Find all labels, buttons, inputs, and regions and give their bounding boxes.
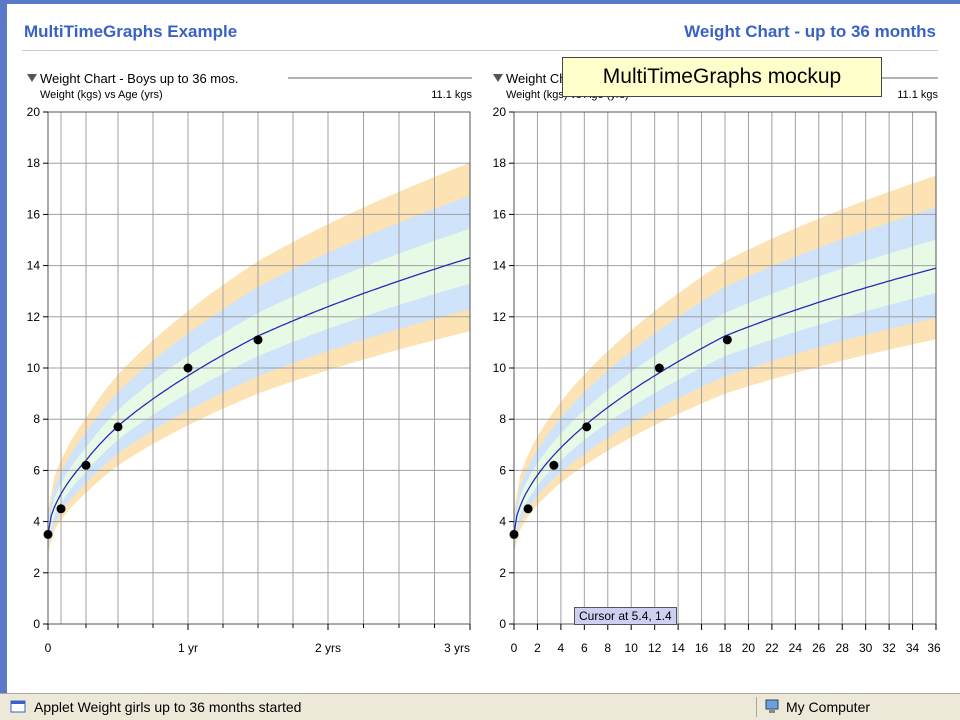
y-tick-label: 20: [493, 105, 507, 119]
x-tick-label: 4: [558, 641, 565, 655]
app-title: MultiTimeGraphs Example: [24, 22, 238, 41]
weight-data-point: [523, 504, 533, 514]
chart-subtitle: Weight (kgs) vs Age (yrs): [40, 89, 163, 101]
x-tick-label: 3 yrs: [444, 641, 470, 655]
window-top-border: [0, 0, 960, 4]
x-tick-label: 6: [581, 641, 588, 655]
y-tick-label: 8: [33, 412, 40, 426]
x-tick-label: 2: [534, 641, 541, 655]
computer-icon: [765, 699, 779, 713]
y-tick-label: 0: [499, 617, 506, 631]
y-tick-label: 6: [499, 463, 506, 477]
y-tick-label: 12: [27, 310, 41, 324]
x-tick-label: 22: [765, 641, 779, 655]
applet-icon: [10, 700, 26, 713]
x-tick-label: 12: [648, 641, 662, 655]
weight-data-point: [113, 422, 123, 432]
status-message: Applet Weight girls up to 36 months star…: [34, 699, 302, 715]
y-tick-label: 8: [499, 412, 506, 426]
page-title: Weight Chart - up to 36 months: [684, 22, 936, 41]
weight-data-point: [43, 529, 53, 539]
percentile-band-inner: [514, 239, 936, 541]
x-tick-label: 0: [511, 641, 518, 655]
weight-data-point: [722, 335, 732, 345]
panel-title: Weight Chart - Boys up to 36 mos.: [40, 71, 238, 86]
status-bar: Applet Weight girls up to 36 months star…: [0, 693, 960, 720]
y-tick-label: 2: [33, 566, 40, 580]
weight-data-point: [509, 529, 519, 539]
x-tick-label: 28: [836, 641, 850, 655]
y-tick-label: 10: [493, 361, 507, 375]
x-tick-label: 2 yrs: [315, 641, 341, 655]
weight-data-point: [56, 504, 66, 514]
weight-data-point: [549, 460, 559, 470]
y-tick-label: 2: [499, 566, 506, 580]
x-tick-label: 8: [604, 641, 611, 655]
mockup-callout: MultiTimeGraphs mockup: [562, 57, 882, 97]
weight-data-point: [183, 363, 193, 373]
x-tick-label: 18: [718, 641, 732, 655]
x-tick-label: 24: [789, 641, 803, 655]
collapse-triangle-icon: [27, 74, 37, 82]
y-tick-label: 4: [499, 515, 506, 529]
x-tick-label: 20: [742, 641, 756, 655]
x-tick-label: 14: [671, 641, 685, 655]
weight-data-point: [81, 460, 91, 470]
y-tick-label: 18: [27, 156, 41, 170]
weight-data-point: [582, 422, 592, 432]
status-zone: My Computer: [786, 699, 871, 715]
x-tick-label: 30: [859, 641, 873, 655]
y-tick-label: 10: [27, 361, 41, 375]
collapse-triangle-icon: [493, 74, 503, 82]
y-tick-label: 6: [33, 463, 40, 477]
x-tick-label: 32: [882, 641, 896, 655]
weight-readout: 11.1 kgs: [431, 89, 472, 101]
cursor-tooltip: Cursor at 5.4, 1.4: [574, 607, 677, 625]
y-tick-label: 16: [493, 207, 507, 221]
weight-readout: 11.1 kgs: [897, 89, 938, 101]
y-tick-label: 4: [33, 515, 40, 529]
x-tick-label: 36: [927, 641, 941, 655]
x-tick-label: 26: [812, 641, 826, 655]
percentile-band-inner: [48, 228, 470, 541]
header-divider: [22, 50, 938, 51]
y-tick-label: 18: [493, 156, 507, 170]
x-tick-label: 10: [625, 641, 639, 655]
x-tick-label: 0: [45, 641, 52, 655]
y-tick-label: 20: [27, 105, 41, 119]
y-tick-label: 14: [493, 259, 507, 273]
y-tick-label: 0: [33, 617, 40, 631]
weight-data-point: [253, 335, 263, 345]
y-tick-label: 12: [493, 310, 507, 324]
x-tick-label: 1 yr: [178, 641, 198, 655]
weight-data-point: [654, 363, 664, 373]
y-tick-label: 16: [27, 207, 41, 221]
x-tick-label: 16: [695, 641, 709, 655]
x-tick-label: 34: [906, 641, 920, 655]
status-divider: [756, 697, 757, 717]
y-tick-label: 14: [27, 259, 41, 273]
window-left-border: [0, 0, 7, 693]
